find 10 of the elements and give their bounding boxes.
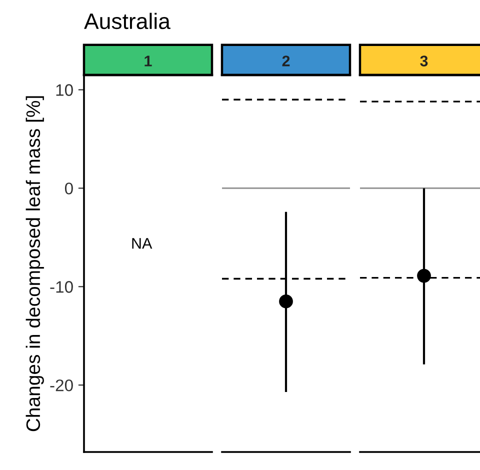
annotation: NA	[132, 238, 152, 249]
y-tick-label: -10	[50, 281, 73, 293]
x-tick-label: 3	[420, 56, 428, 66]
chart-title: Australia	[84, 12, 170, 30]
y-axis-title: Changes in decomposed leaf mass [%]	[26, 96, 44, 432]
x-tick-label: 1	[144, 56, 152, 66]
y-tick-label: 10	[56, 84, 73, 96]
y-tick-label: -20	[50, 379, 73, 392]
y-tick-label: 0	[64, 182, 73, 194]
x-tick-label: 2	[282, 56, 290, 66]
